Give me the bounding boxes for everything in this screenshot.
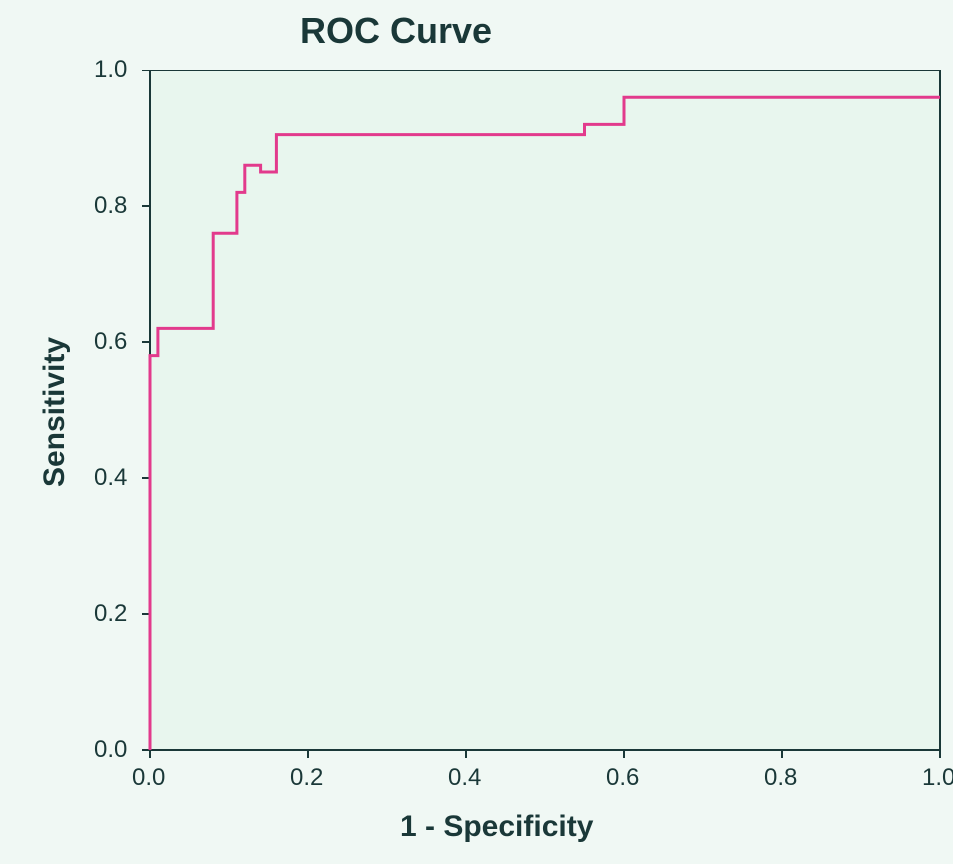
x-tick-label: 0.4 [448, 764, 481, 792]
y-tick-label: 0.6 [94, 328, 127, 356]
y-tick-label: 1.0 [94, 56, 127, 84]
plot-area [150, 70, 940, 750]
x-tick-label: 0.0 [132, 764, 165, 792]
y-tick-label: 0.2 [94, 600, 127, 628]
y-axis-label: Sensitivity [38, 322, 72, 502]
x-tick-label: 0.6 [606, 764, 639, 792]
x-tick-label: 0.8 [764, 764, 797, 792]
y-tick-label: 0.8 [94, 192, 127, 220]
roc-chart: ROC Curve Sensitivity 1 - Specificity 0.… [0, 0, 953, 864]
chart-title: ROC Curve [300, 10, 492, 52]
x-tick-label: 1.0 [922, 764, 953, 792]
x-tick-label: 0.2 [290, 764, 323, 792]
y-tick-label: 0.0 [94, 736, 127, 764]
y-tick-label: 0.4 [94, 464, 127, 492]
x-axis-label: 1 - Specificity [400, 810, 593, 844]
plot-svg [140, 70, 942, 762]
